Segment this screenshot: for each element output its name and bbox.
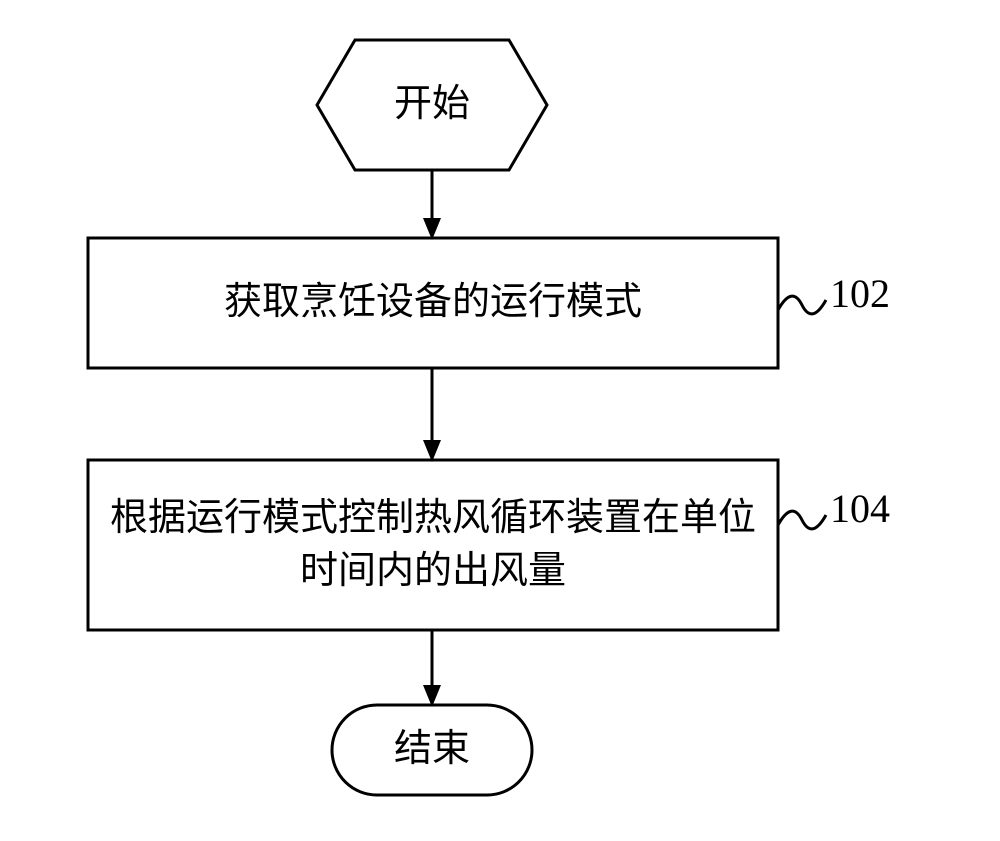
connector-ref2 bbox=[778, 511, 826, 529]
end-node-label: 结束 bbox=[332, 705, 532, 795]
ref-label-104: 104 bbox=[830, 485, 890, 532]
ref-label-102: 102 bbox=[830, 270, 890, 317]
start-node-label: 开始 bbox=[317, 40, 547, 170]
connector-ref1 bbox=[778, 296, 826, 314]
flowchart-canvas: 开始 获取烹饪设备的运行模式 根据运行模式控制热风循环装置在单位时间内的出风量 … bbox=[0, 0, 1000, 841]
step1-node-label: 获取烹饪设备的运行模式 bbox=[88, 238, 778, 368]
step2-node-label: 根据运行模式控制热风循环装置在单位时间内的出风量 bbox=[108, 460, 758, 630]
